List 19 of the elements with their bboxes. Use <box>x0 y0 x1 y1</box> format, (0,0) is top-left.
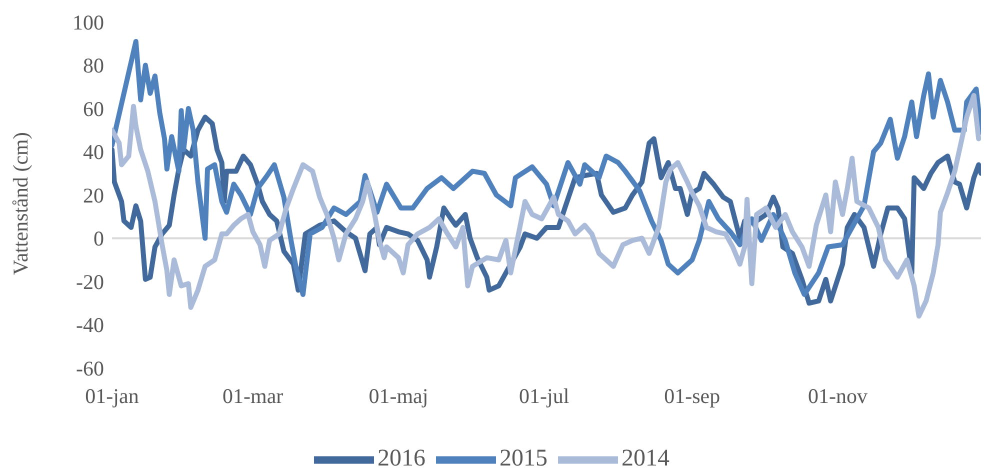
y-tick-label: 40 <box>83 140 104 164</box>
legend-label: 2016 <box>378 446 426 472</box>
y-tick-label: -60 <box>76 356 104 380</box>
y-axis-title: Vattenstånd (cm) <box>8 132 32 275</box>
x-tick-label: 01-mar <box>222 384 284 408</box>
x-tick-label: 01-nov <box>808 384 868 408</box>
y-tick-label: -20 <box>76 270 104 294</box>
legend-label: 2014 <box>622 446 670 472</box>
y-tick-label: 0 <box>94 226 104 251</box>
x-tick-label: 01-maj <box>368 384 428 408</box>
y-tick-label: 20 <box>83 183 104 208</box>
x-tick-label: 01-jul <box>519 384 570 408</box>
y-tick-label: -40 <box>76 313 104 338</box>
x-tick-label: 01-jan <box>85 384 140 408</box>
y-tick-label: 80 <box>83 54 104 78</box>
x-tick-label: 01-sep <box>664 384 720 408</box>
legend-label: 2015 <box>500 446 548 472</box>
y-tick-label: 60 <box>83 96 104 121</box>
y-tick-label: 100 <box>72 10 104 34</box>
